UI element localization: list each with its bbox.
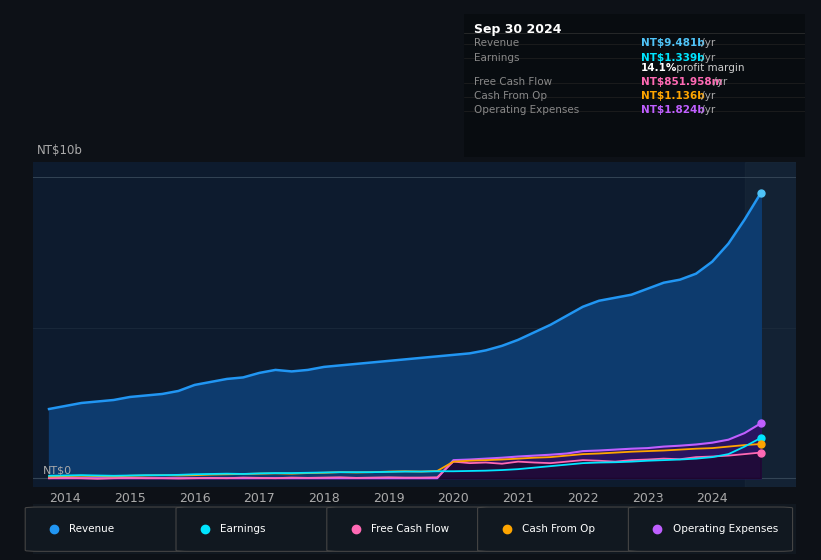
Text: /yr: /yr <box>698 53 715 63</box>
Text: NT$1.136b: NT$1.136b <box>641 91 704 101</box>
FancyBboxPatch shape <box>25 507 190 552</box>
Text: /yr: /yr <box>710 77 727 87</box>
Text: Free Cash Flow: Free Cash Flow <box>474 77 553 87</box>
Text: Operating Expenses: Operating Expenses <box>672 524 778 534</box>
Text: Revenue: Revenue <box>70 524 115 534</box>
Bar <box>745 162 796 487</box>
FancyBboxPatch shape <box>327 507 491 552</box>
Text: /yr: /yr <box>698 105 715 115</box>
Text: 14.1%: 14.1% <box>641 63 677 73</box>
Text: NT$1.824b: NT$1.824b <box>641 105 705 115</box>
Text: /yr: /yr <box>698 38 715 48</box>
Text: Sep 30 2024: Sep 30 2024 <box>474 22 562 36</box>
Text: Earnings: Earnings <box>474 53 520 63</box>
Text: Cash From Op: Cash From Op <box>522 524 595 534</box>
Text: NT$0: NT$0 <box>43 466 71 476</box>
FancyBboxPatch shape <box>176 507 340 552</box>
FancyBboxPatch shape <box>478 507 642 552</box>
FancyBboxPatch shape <box>628 507 792 552</box>
Text: NT$10b: NT$10b <box>37 144 83 157</box>
Text: NT$9.481b: NT$9.481b <box>641 38 704 48</box>
Text: Revenue: Revenue <box>474 38 519 48</box>
Text: Earnings: Earnings <box>220 524 266 534</box>
Text: Operating Expenses: Operating Expenses <box>474 105 580 115</box>
Text: NT$851.958m: NT$851.958m <box>641 77 722 87</box>
Text: NT$1.339b: NT$1.339b <box>641 53 704 63</box>
Text: profit margin: profit margin <box>672 63 744 73</box>
Text: Cash From Op: Cash From Op <box>474 91 547 101</box>
Text: /yr: /yr <box>698 91 715 101</box>
Text: Free Cash Flow: Free Cash Flow <box>371 524 449 534</box>
